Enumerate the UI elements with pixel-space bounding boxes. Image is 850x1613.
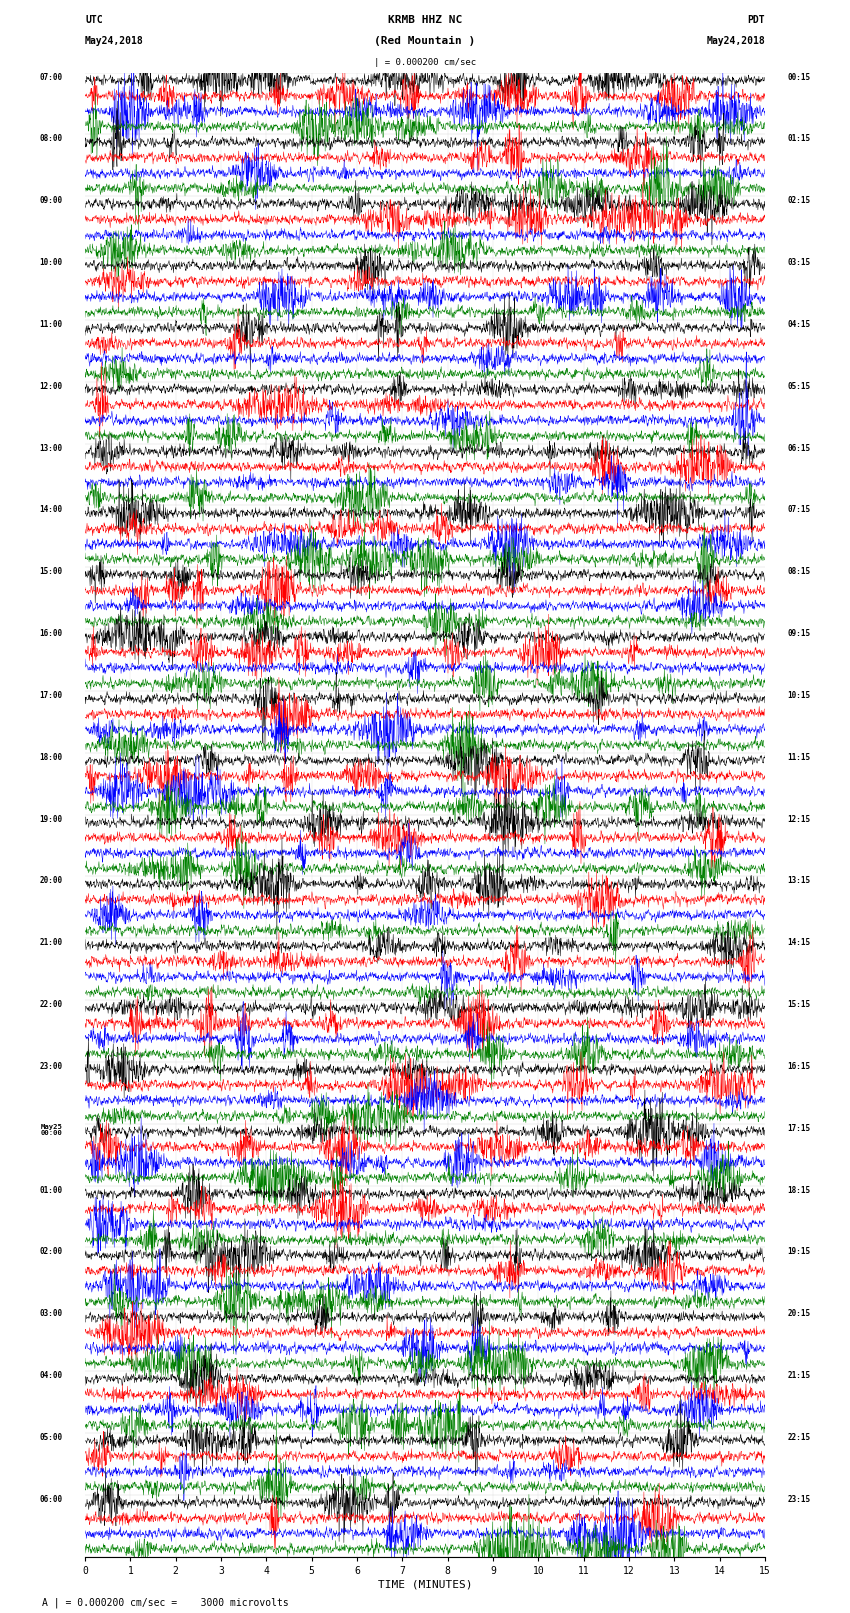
Text: 17:15: 17:15: [788, 1124, 811, 1132]
Text: 10:00: 10:00: [39, 258, 62, 268]
Text: May24,2018: May24,2018: [85, 35, 144, 45]
Text: (Red Mountain ): (Red Mountain ): [374, 35, 476, 45]
Text: 12:15: 12:15: [788, 815, 811, 824]
Text: 21:00: 21:00: [39, 939, 62, 947]
Text: 08:15: 08:15: [788, 568, 811, 576]
Text: PDT: PDT: [747, 15, 765, 26]
Text: 06:00: 06:00: [39, 1495, 62, 1503]
Text: 07:00: 07:00: [39, 73, 62, 82]
Text: | = 0.000200 cm/sec: | = 0.000200 cm/sec: [374, 58, 476, 66]
Text: 22:00: 22:00: [39, 1000, 62, 1010]
Text: 06:15: 06:15: [788, 444, 811, 453]
X-axis label: TIME (MINUTES): TIME (MINUTES): [377, 1579, 473, 1590]
Text: 09:15: 09:15: [788, 629, 811, 639]
Text: 08:00: 08:00: [39, 134, 62, 144]
Text: 10:15: 10:15: [788, 690, 811, 700]
Text: 17:00: 17:00: [39, 690, 62, 700]
Text: A | = 0.000200 cm/sec =    3000 microvolts: A | = 0.000200 cm/sec = 3000 microvolts: [42, 1597, 289, 1608]
Text: 11:15: 11:15: [788, 753, 811, 761]
Text: 07:15: 07:15: [788, 505, 811, 515]
Text: 11:00: 11:00: [39, 319, 62, 329]
Text: 02:00: 02:00: [39, 1247, 62, 1257]
Text: 05:00: 05:00: [39, 1432, 62, 1442]
Text: 18:15: 18:15: [788, 1186, 811, 1195]
Text: 02:15: 02:15: [788, 197, 811, 205]
Text: 13:00: 13:00: [39, 444, 62, 453]
Text: 16:00: 16:00: [39, 629, 62, 639]
Text: 09:00: 09:00: [39, 197, 62, 205]
Text: 13:15: 13:15: [788, 876, 811, 886]
Text: 03:00: 03:00: [39, 1310, 62, 1318]
Text: 21:15: 21:15: [788, 1371, 811, 1381]
Text: 15:15: 15:15: [788, 1000, 811, 1010]
Text: 01:00: 01:00: [39, 1186, 62, 1195]
Text: 20:15: 20:15: [788, 1310, 811, 1318]
Text: 20:00: 20:00: [39, 876, 62, 886]
Text: 04:00: 04:00: [39, 1371, 62, 1381]
Text: 15:00: 15:00: [39, 568, 62, 576]
Text: 18:00: 18:00: [39, 753, 62, 761]
Text: 23:00: 23:00: [39, 1061, 62, 1071]
Text: 05:15: 05:15: [788, 382, 811, 390]
Text: 04:15: 04:15: [788, 319, 811, 329]
Text: May25
00:00: May25 00:00: [41, 1124, 62, 1136]
Text: UTC: UTC: [85, 15, 103, 26]
Text: 03:15: 03:15: [788, 258, 811, 268]
Text: 14:00: 14:00: [39, 505, 62, 515]
Text: 14:15: 14:15: [788, 939, 811, 947]
Text: 12:00: 12:00: [39, 382, 62, 390]
Text: 23:15: 23:15: [788, 1495, 811, 1503]
Text: May24,2018: May24,2018: [706, 35, 765, 45]
Text: 00:15: 00:15: [788, 73, 811, 82]
Text: KRMB HHZ NC: KRMB HHZ NC: [388, 15, 462, 26]
Text: 22:15: 22:15: [788, 1432, 811, 1442]
Text: 01:15: 01:15: [788, 134, 811, 144]
Text: 19:15: 19:15: [788, 1247, 811, 1257]
Text: 16:15: 16:15: [788, 1061, 811, 1071]
Text: 19:00: 19:00: [39, 815, 62, 824]
